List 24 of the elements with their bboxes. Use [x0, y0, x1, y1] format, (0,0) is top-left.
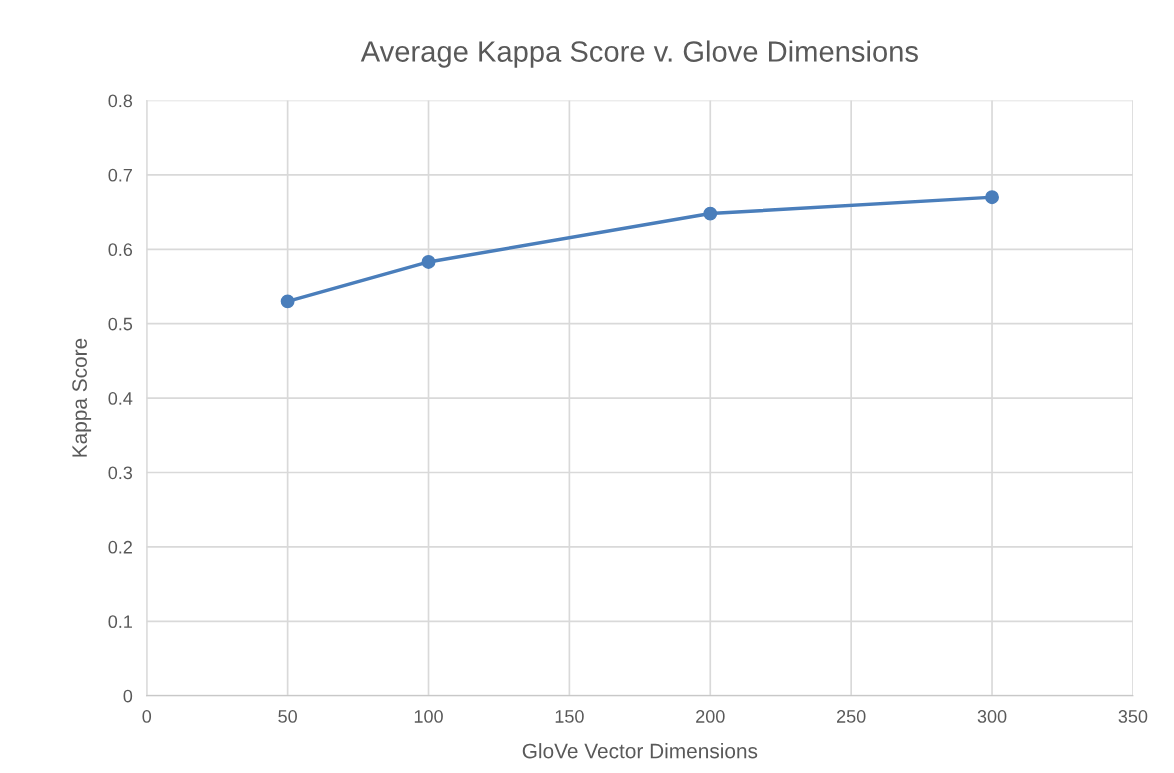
x-tick-label: 100 [414, 710, 443, 723]
y-tick-label: 0.5 [108, 317, 133, 331]
x-tick-label: 350 [1118, 710, 1148, 723]
x-tick-label: 200 [696, 710, 725, 723]
y-tick-label: 0.2 [108, 540, 132, 554]
point [985, 190, 999, 205]
point [703, 206, 718, 221]
y-tick-label: 0 [123, 689, 133, 703]
point [280, 294, 295, 309]
x-tick-label: 0 [142, 710, 152, 723]
y-tick-label: 0.3 [108, 466, 133, 480]
chart-title: Average Kappa Score v. Glove Dimensions [360, 40, 918, 68]
x-tick-label: 300 [977, 710, 1007, 723]
y-tick-label: 0.6 [108, 243, 133, 257]
y-tick-label: 0.8 [108, 94, 133, 108]
y-tick-label: 0.4 [108, 392, 133, 405]
x-axis-title: GloVe Vector Dimensions [522, 743, 758, 759]
point [421, 254, 436, 269]
x-tick-label: 50 [278, 710, 297, 723]
x-tick-label: 250 [837, 710, 866, 723]
y-tick-label: 0.7 [108, 168, 132, 182]
y-tick-label: 0.1 [108, 615, 132, 629]
y-axis-title: Kappa Score [72, 338, 92, 457]
x-tick-label: 150 [555, 710, 584, 723]
